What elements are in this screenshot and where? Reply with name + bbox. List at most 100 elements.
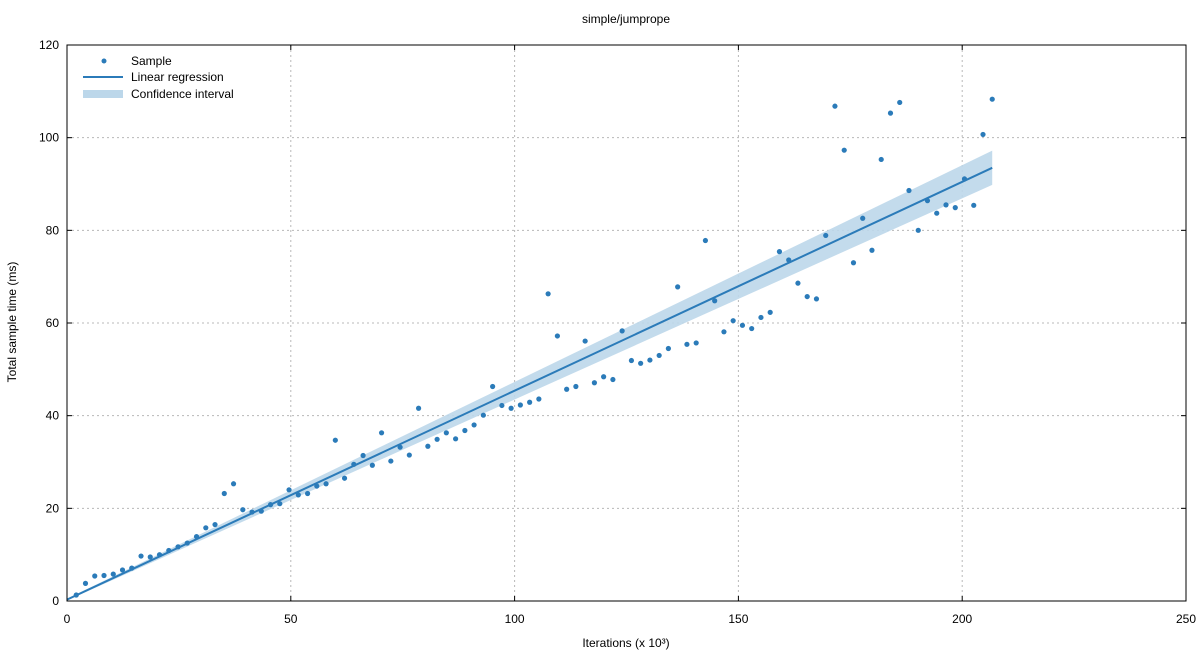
sample-point bbox=[527, 399, 533, 405]
sample-point bbox=[73, 592, 79, 598]
sample-point bbox=[314, 483, 320, 489]
sample-point bbox=[841, 147, 847, 153]
sample-point bbox=[490, 383, 496, 390]
sample-point bbox=[702, 237, 709, 244]
sample-point bbox=[860, 215, 866, 221]
sample-point bbox=[961, 176, 968, 182]
sample-point bbox=[249, 509, 255, 515]
sample-point bbox=[823, 232, 829, 239]
sample-point bbox=[462, 427, 468, 434]
sample-point bbox=[934, 210, 940, 216]
x-tick-label: 250 bbox=[1176, 612, 1196, 626]
confidence-band bbox=[67, 150, 993, 601]
chart-title: simple/jumprope bbox=[582, 12, 670, 26]
sample-point bbox=[924, 198, 931, 204]
y-tick-label: 20 bbox=[46, 501, 60, 515]
sample-point bbox=[230, 481, 237, 487]
sample-point bbox=[341, 475, 348, 481]
legend-regression-label: Linear regression bbox=[131, 70, 224, 84]
sample-point bbox=[943, 202, 949, 208]
sample-point bbox=[591, 380, 598, 386]
sample-point bbox=[221, 490, 227, 497]
y-axis-label: Total sample time (ms) bbox=[5, 262, 19, 383]
x-tick-label: 100 bbox=[505, 612, 525, 626]
sample-point bbox=[138, 553, 144, 559]
sample-point bbox=[564, 386, 570, 392]
sample-point bbox=[693, 340, 699, 346]
sample-point bbox=[804, 293, 810, 300]
sample-point bbox=[601, 374, 607, 380]
y-tick-label: 60 bbox=[46, 316, 60, 330]
x-tick-label: 50 bbox=[284, 612, 298, 626]
x-axis-label: Iterations (x 10³) bbox=[582, 636, 669, 650]
sample-point bbox=[388, 458, 394, 464]
sample-point bbox=[610, 376, 616, 383]
sample-point bbox=[110, 571, 116, 577]
sample-point bbox=[240, 507, 246, 513]
legend: Sample Linear regression Confidence inte… bbox=[83, 54, 234, 101]
sample-point bbox=[193, 533, 200, 540]
sample-point bbox=[323, 481, 329, 487]
sample-point bbox=[499, 402, 505, 409]
sample-point bbox=[129, 565, 135, 571]
sample-points bbox=[73, 96, 995, 598]
y-tick-label: 0 bbox=[52, 594, 59, 608]
sample-point bbox=[443, 430, 449, 436]
axes: 0 50 100 150 200 250 0 20 40 60 80 100 120 bbox=[39, 38, 1196, 626]
sample-point bbox=[397, 444, 403, 450]
sample-point bbox=[360, 452, 366, 459]
sample-point bbox=[267, 502, 274, 508]
sample-point bbox=[453, 436, 459, 442]
x-tick-label: 0 bbox=[64, 612, 71, 626]
sample-point bbox=[638, 360, 644, 366]
legend-sample-label: Sample bbox=[131, 54, 172, 68]
sample-point bbox=[378, 430, 385, 436]
y-tick-label: 120 bbox=[39, 38, 59, 52]
sample-point bbox=[434, 436, 440, 442]
legend-sample-swatch bbox=[101, 58, 107, 64]
sample-point bbox=[878, 156, 884, 163]
sample-point bbox=[712, 298, 718, 304]
sample-point bbox=[545, 291, 551, 297]
y-tick-label: 40 bbox=[46, 409, 60, 423]
sample-point bbox=[971, 202, 977, 208]
sample-point bbox=[628, 357, 635, 364]
sample-point bbox=[906, 187, 912, 194]
sample-point bbox=[156, 552, 163, 558]
sample-point bbox=[92, 573, 98, 579]
sample-point bbox=[758, 314, 764, 321]
sample-point bbox=[508, 405, 514, 411]
sample-point bbox=[332, 437, 338, 443]
sample-point bbox=[887, 110, 894, 116]
sample-point bbox=[147, 554, 153, 560]
sample-point bbox=[415, 405, 422, 411]
sample-point bbox=[573, 383, 579, 390]
y-tick-label: 100 bbox=[39, 131, 59, 145]
sample-point bbox=[776, 249, 783, 255]
sample-point bbox=[166, 547, 172, 554]
sample-point bbox=[406, 452, 412, 458]
sample-point bbox=[277, 501, 283, 507]
sample-point bbox=[749, 325, 755, 332]
sample-point bbox=[813, 296, 820, 302]
sample-point bbox=[619, 328, 625, 334]
sample-point bbox=[721, 329, 727, 335]
sample-point bbox=[471, 422, 477, 428]
sample-point bbox=[212, 521, 218, 528]
sample-point bbox=[656, 352, 662, 359]
sample-point bbox=[897, 99, 903, 106]
sample-point bbox=[980, 131, 986, 138]
sample-point bbox=[536, 396, 542, 402]
sample-point bbox=[203, 525, 209, 531]
sample-point bbox=[286, 487, 292, 493]
plot-frame bbox=[66, 44, 1187, 602]
sample-point bbox=[675, 284, 681, 290]
sample-point bbox=[295, 492, 301, 498]
sample-point bbox=[554, 333, 560, 339]
sample-point bbox=[665, 345, 671, 352]
sample-point bbox=[517, 402, 523, 408]
sample-point bbox=[952, 205, 958, 211]
sample-point bbox=[869, 247, 875, 253]
sample-point bbox=[786, 257, 792, 263]
